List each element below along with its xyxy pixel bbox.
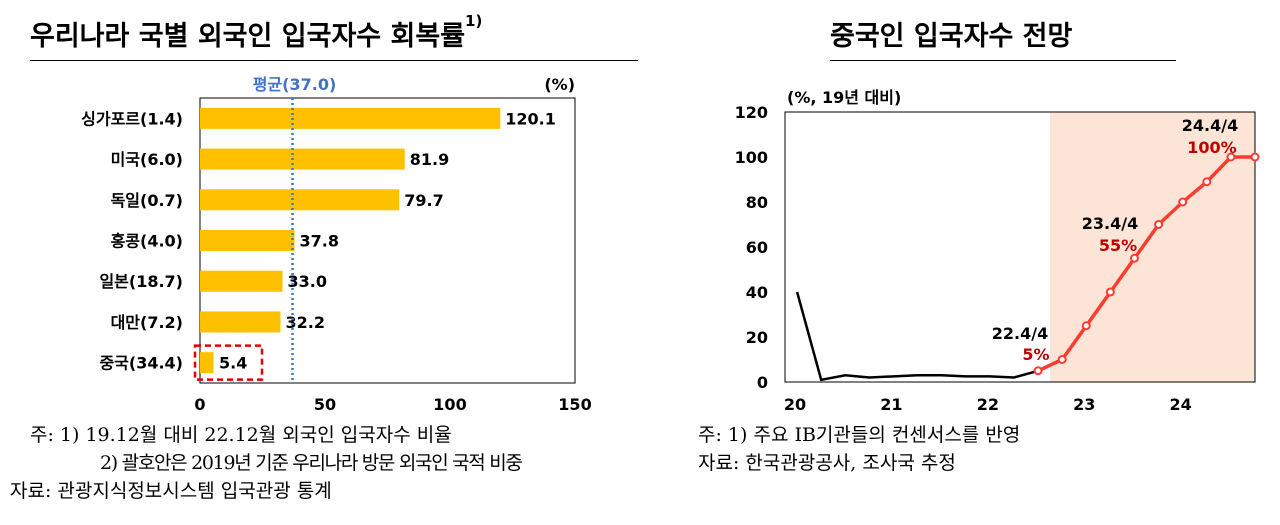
title-footnote-marker: 1) <box>465 12 483 30</box>
bar-category-label: 홍콩(4.0) <box>111 232 183 251</box>
right-chart-title: 중국인 입국자수 전망 <box>830 21 1073 52</box>
bar <box>200 148 405 170</box>
annotation-period-label: 23.4/4 <box>1082 214 1138 233</box>
historical-series-line <box>795 291 1039 382</box>
bar-x-tick-label: 100 <box>433 395 466 414</box>
bar <box>200 270 283 292</box>
bar-data-label: 120.1 <box>505 109 556 128</box>
line-y-tick-label: 120 <box>735 103 768 122</box>
left-note-2: 2) 괄호안은 2019년 기준 우리나라 방문 외국인 국적 비중 <box>100 452 523 474</box>
line-y-tick-label: 80 <box>746 193 768 212</box>
line-x-tick-label: 20 <box>784 395 806 414</box>
left-source: 자료: 관광지식정보시스템 입국관광 통계 <box>10 480 332 502</box>
forecast-point <box>1081 321 1091 331</box>
forecast-shaded-region <box>1050 112 1255 382</box>
line-x-tick-label: 24 <box>1170 395 1192 414</box>
left-chart-title: 우리나라 국별 외국인 입국자수 회복률1) <box>30 12 483 52</box>
bar-data-label: 81.9 <box>410 150 449 169</box>
line-y-tick-label: 20 <box>746 328 768 347</box>
bar-category-label: 독일(0.7) <box>111 191 183 210</box>
bar <box>200 352 214 374</box>
bar-data-label: 32.2 <box>286 313 325 332</box>
average-label: 평균(37.0) <box>253 75 337 94</box>
left-title-underline <box>30 60 638 61</box>
line-x-tick-label: 21 <box>880 395 902 414</box>
line-x-tick-label: 22 <box>977 395 999 414</box>
bar-data-label: 33.0 <box>288 272 327 291</box>
right-note-1: 주: 1) 주요 IB기관들의 컨센서스를 반영 <box>698 424 1021 446</box>
annotation-value-label: 100% <box>1187 138 1236 157</box>
forecast-point <box>1105 287 1115 297</box>
bar-data-label: 79.7 <box>404 191 443 210</box>
line-y-tick-label: 100 <box>735 148 768 167</box>
highlight-box <box>193 344 264 381</box>
bar-x-tick-label: 150 <box>558 395 591 414</box>
left-note-1: 주: 1) 19.12월 대비 22.12월 외국인 입국자수 비율 <box>30 424 452 446</box>
bar <box>200 107 501 129</box>
bar-category-label: 일본(18.7) <box>99 272 183 291</box>
forecast-series-line <box>1037 155 1255 373</box>
bar-data-label: 37.8 <box>300 232 339 251</box>
right-source: 자료: 한국관광공사, 조사국 추정 <box>698 452 956 474</box>
bar-category-label: 미국(6.0) <box>111 150 183 169</box>
annotation-value-label: 55% <box>1099 236 1137 255</box>
bar <box>200 230 295 251</box>
forecast-point <box>1129 253 1139 263</box>
line-y-tick-label: 60 <box>746 238 768 257</box>
forecast-point <box>1057 355 1067 364</box>
bar-unit-label: (%) <box>544 75 575 94</box>
line-y-tick-label: 0 <box>757 373 768 392</box>
line-plot-frame <box>784 111 1256 383</box>
bar-x-tick-label: 50 <box>314 395 336 414</box>
line-unit-label: (%, 19년 대비) <box>787 88 901 107</box>
line-y-tick-label: 40 <box>746 283 768 302</box>
bar <box>200 189 400 211</box>
annotation-period-label: 24.4/4 <box>1182 116 1238 135</box>
forecast-point <box>1154 220 1164 229</box>
right-title-underline <box>830 60 1176 61</box>
bar <box>200 311 281 333</box>
bar-category-label: 중국(34.4) <box>99 354 183 373</box>
forecast-point <box>1033 366 1043 376</box>
forecast-point <box>1226 152 1236 162</box>
bar-category-label: 대만(7.2) <box>111 313 183 332</box>
line-x-tick-label: 23 <box>1073 395 1095 414</box>
annotation-period-label: 22.4/4 <box>992 324 1048 343</box>
bar-category-label: 싱가포르(1.4) <box>81 109 183 128</box>
annotation-value-label: 5% <box>1022 345 1049 364</box>
forecast-point <box>1202 177 1212 187</box>
forecast-point <box>1178 197 1188 207</box>
bar-x-tick-label: 0 <box>194 395 205 414</box>
forecast-point <box>1250 152 1260 162</box>
bar-data-label: 5.4 <box>219 354 247 373</box>
